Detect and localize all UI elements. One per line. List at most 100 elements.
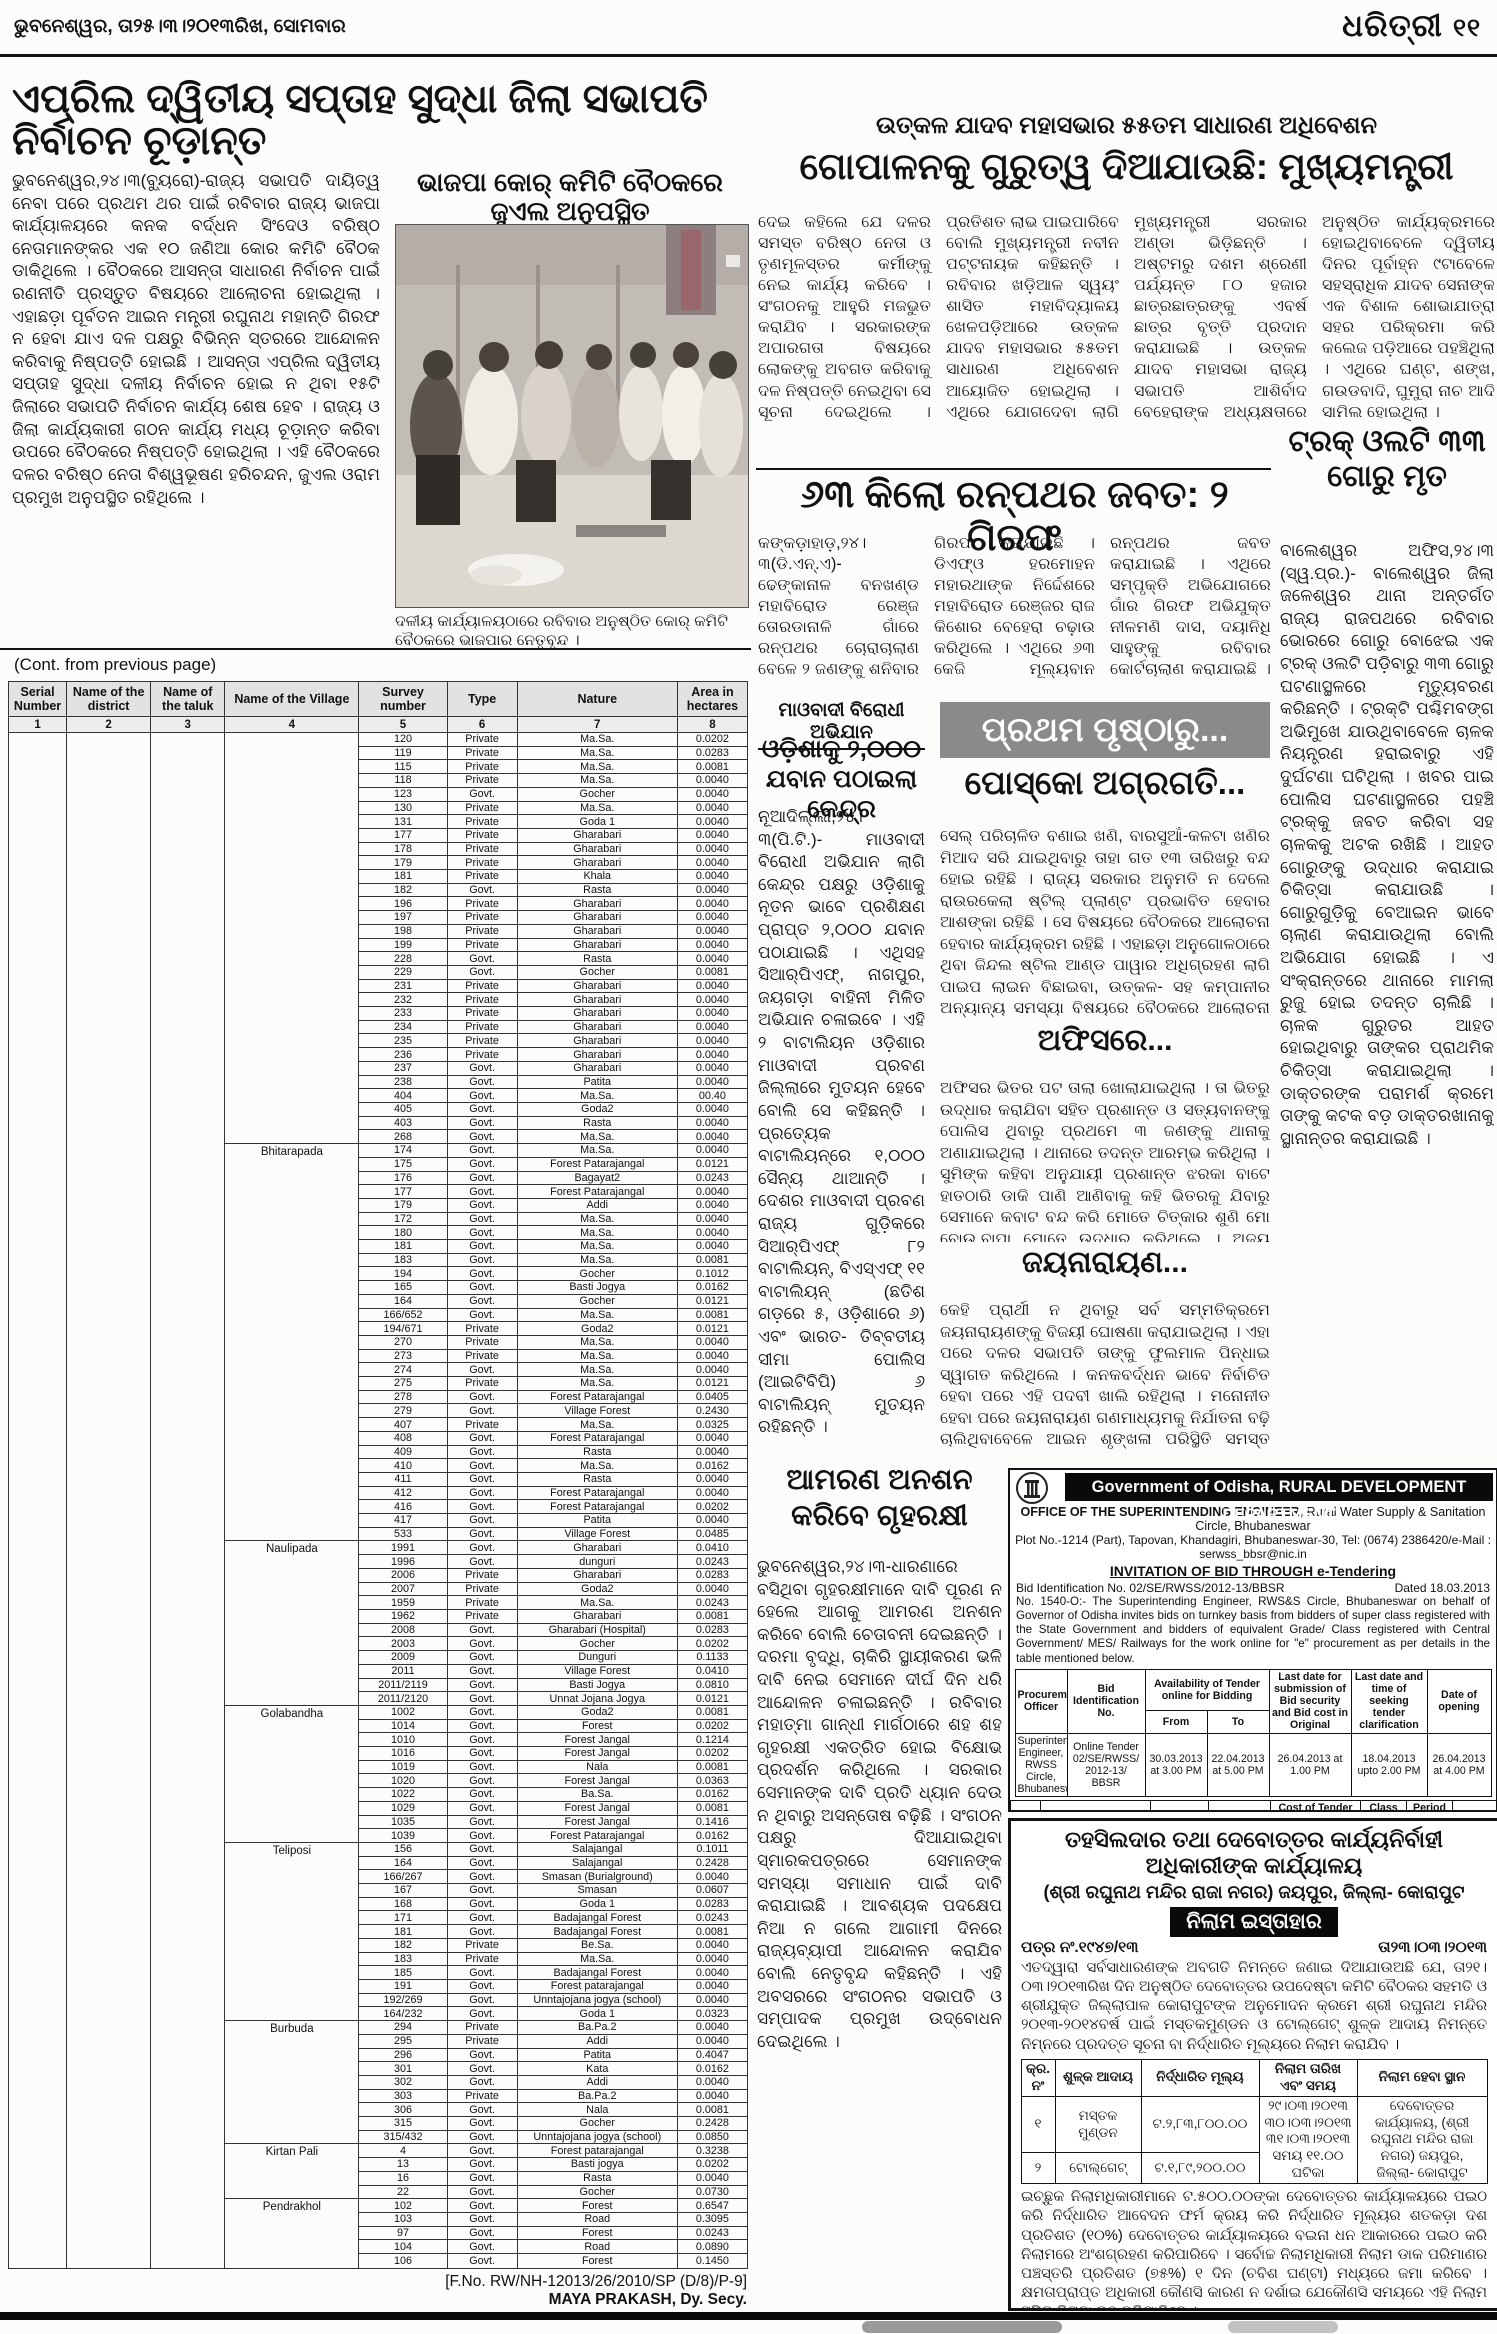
tender-bid-table: Procurement Officer Bid Identification N… — [1014, 1668, 1492, 1798]
land-cell-survey-number: 194/671 — [358, 1321, 448, 1336]
land-cell-area: 0.0202 — [676, 2157, 749, 2172]
land-cell-nature: Gharabari — [516, 1540, 678, 1556]
land-cell-nature: Forest patarajangal — [516, 2143, 678, 2159]
land-cell-nature: Goda 1 — [516, 1896, 678, 1912]
land-cell-survey-number: 182 — [358, 882, 448, 898]
land-cell-survey-number: 237 — [358, 1060, 448, 1076]
land-table-row: 233 Private Gharabari 0.0040 — [9, 1006, 749, 1021]
land-cell-area: 0.0040 — [676, 923, 749, 939]
land-cell-area: 0.0040 — [676, 869, 749, 884]
land-cell-area: 0.0040 — [676, 1047, 749, 1062]
table-file-number: [F.No. RW/NH-12013/26/2010/SP (D/8)/P-9] — [445, 2273, 747, 2290]
cell-clarif: 18.04.2013 upto 2.00 PM — [1350, 1732, 1428, 1798]
col-opening: Date of opening — [1426, 1668, 1492, 1734]
land-col-number: 1 — [7, 716, 68, 733]
land-cell-type: Govt. — [446, 1088, 518, 1103]
land-cell-survey-number: 274 — [358, 1362, 448, 1378]
land-cell-type: Govt. — [446, 1280, 518, 1295]
land-cell-survey-number: 1002 — [358, 1704, 448, 1720]
col-clarification: Last date and time of seeking tender cla… — [1350, 1668, 1428, 1734]
col-serial: କ୍ର. ନଂ — [1020, 2058, 1056, 2097]
land-cell-nature: Gharabari (Hospital) — [516, 1622, 678, 1638]
land-table-row: 295 Private Addi 0.0040 — [9, 2033, 749, 2049]
land-cell-nature: Ma.Sa. — [516, 1088, 678, 1103]
scan-artifact — [1228, 2321, 1338, 2333]
land-col-header: Nature — [516, 681, 678, 717]
land-cell-type: Private — [446, 923, 518, 939]
land-table-row: 270 Private Ma.Sa. 0.0040 — [9, 1334, 749, 1350]
land-cell-nature: Gharabari — [516, 937, 678, 953]
col-from: From — [1144, 1709, 1208, 1734]
land-cell-survey-number: 164 — [358, 1855, 448, 1871]
land-cell-nature: Ba.Pa.2 — [516, 2020, 678, 2035]
lead-body: ଭୁବନେଶ୍ୱର,୨୪।୩(ବ୍ୟୁରୋ)-ରାଜ୍ୟ ସଭାପତି ଦାୟି… — [12, 171, 380, 507]
land-cell-survey-number: 115 — [358, 759, 448, 775]
cell-open: 26.04.2013 at 4.00 PM — [1426, 1732, 1492, 1798]
land-cell-survey-number: 166/652 — [358, 1307, 448, 1323]
land-cell-area: 0.0081 — [676, 1704, 749, 1720]
land-cell-type: Govt. — [446, 1622, 518, 1638]
land-cell-nature: Gharabari — [516, 1567, 678, 1583]
land-table-row: 130 Private Ma.Sa. 0.0040 — [9, 800, 749, 816]
land-cell-nature: dunguri — [516, 1554, 678, 1569]
land-cell-nature: Gocher — [516, 2116, 678, 2131]
land-table-row: 183 Govt. Ma.Sa. 0.0081 — [9, 1252, 749, 1268]
land-col-header: Serial Number — [7, 681, 68, 717]
jawan-body: ନୂଆଦିଲ୍ଲୀ,୨୪।୩(ପି.ଟି.)- ମାଓବାଦୀ ବିରୋଧୀ ଅ… — [758, 807, 925, 1437]
land-table-row: 196 Private Gharabari 0.0040 — [9, 896, 749, 912]
land-cell-area: 0.0040 — [676, 1348, 749, 1364]
land-cell-survey-number: 1029 — [358, 1800, 448, 1816]
land-cell-nature: Rasta — [516, 1115, 678, 1131]
land-cell-nature: Forest Patarajangal — [516, 1389, 678, 1405]
land-cell-nature: Gharabari — [516, 978, 678, 994]
land-cell-type: Govt. — [446, 1252, 518, 1268]
land-cell-village: Pendrakhol — [224, 2198, 360, 2269]
land-cell-nature: Unnat Jojana Jogya — [516, 1691, 678, 1706]
land-cell-type: Govt. — [446, 1910, 518, 1926]
land-cell-nature: Addi — [516, 1197, 678, 1213]
land-cell-survey-number: 4 — [358, 2143, 448, 2159]
land-cell-area: 0.0040 — [676, 1937, 749, 1953]
land-cell-survey-number: 2009 — [358, 1650, 448, 1665]
land-cell-type: Govt. — [446, 1197, 518, 1213]
land-cell-area: 0.0810 — [676, 1677, 749, 1693]
land-cell-area: 0.2428 — [676, 1855, 749, 1871]
land-cell-area: 0.0081 — [676, 964, 749, 980]
land-cell-area: 0.6547 — [676, 2198, 749, 2213]
lead-headline: ଏପ୍ରିଲ ଦ୍ୱିତୀୟ ସପ୍ତାହ ସୁଦ୍ଧା ଜିଲା ସଭାପତି… — [12, 77, 708, 163]
land-cell-survey-number: 403 — [358, 1115, 448, 1131]
land-cell-nature: Gocher — [516, 786, 678, 802]
land-cell-type: Private — [446, 2020, 518, 2035]
land-cell-area: 0.0202 — [676, 1718, 749, 1734]
land-cell-nature: Ba.Pa.2 — [516, 2088, 678, 2104]
meeting-photo-graphic — [396, 225, 748, 607]
land-cell-survey-number: 181 — [358, 1239, 448, 1254]
land-cell-survey-number: 13 — [358, 2157, 448, 2172]
land-cell-survey-number: 233 — [358, 1006, 448, 1021]
land-cell-area: 0.0040 — [676, 951, 749, 966]
land-cell-area: 0.0081 — [676, 1800, 749, 1816]
land-cell-type: Govt. — [446, 1403, 518, 1419]
land-cell-district — [66, 732, 152, 2269]
first-page-banner: ପ୍ରଥମ ପୃଷ୍ଠାରୁ... — [940, 702, 1270, 758]
land-cell-survey-number: 1991 — [358, 1540, 448, 1556]
land-cell-area: 0.0040 — [676, 910, 749, 925]
land-col-header: Name of the taluk — [150, 681, 226, 717]
land-cell-type: Govt. — [446, 951, 518, 966]
land-cell-area: 0.0040 — [676, 1444, 749, 1460]
land-cell-type: Govt. — [446, 1143, 518, 1158]
land-cell-nature: Goda2 — [516, 1704, 678, 1720]
land-cell-type: Govt. — [446, 1691, 518, 1706]
land-cell-nature: Goda 1 — [516, 814, 678, 829]
land-cell-type: Private — [446, 841, 518, 857]
office-body: ଅଫିସର ଭିତର ପଟ ତାଲା ଖୋଲାଯାଇଥିଲା । ତା ଭିତର… — [940, 1079, 1270, 1242]
land-cell-survey-number: 234 — [358, 1019, 448, 1035]
land-cell-survey-number: 2011/2119 — [358, 1677, 448, 1693]
land-cell-nature: Ma.Sa. — [516, 1252, 678, 1268]
land-cell-survey-number: 236 — [358, 1047, 448, 1062]
land-cell-survey-number: 408 — [358, 1430, 448, 1446]
table-signatory: MAYA PRAKASH, Dy. Secy. — [548, 2291, 747, 2308]
land-cell-area: 0.0040 — [676, 1581, 749, 1597]
land-cell-survey-number: 179 — [358, 855, 448, 871]
land-cell-survey-number: 199 — [358, 937, 448, 953]
